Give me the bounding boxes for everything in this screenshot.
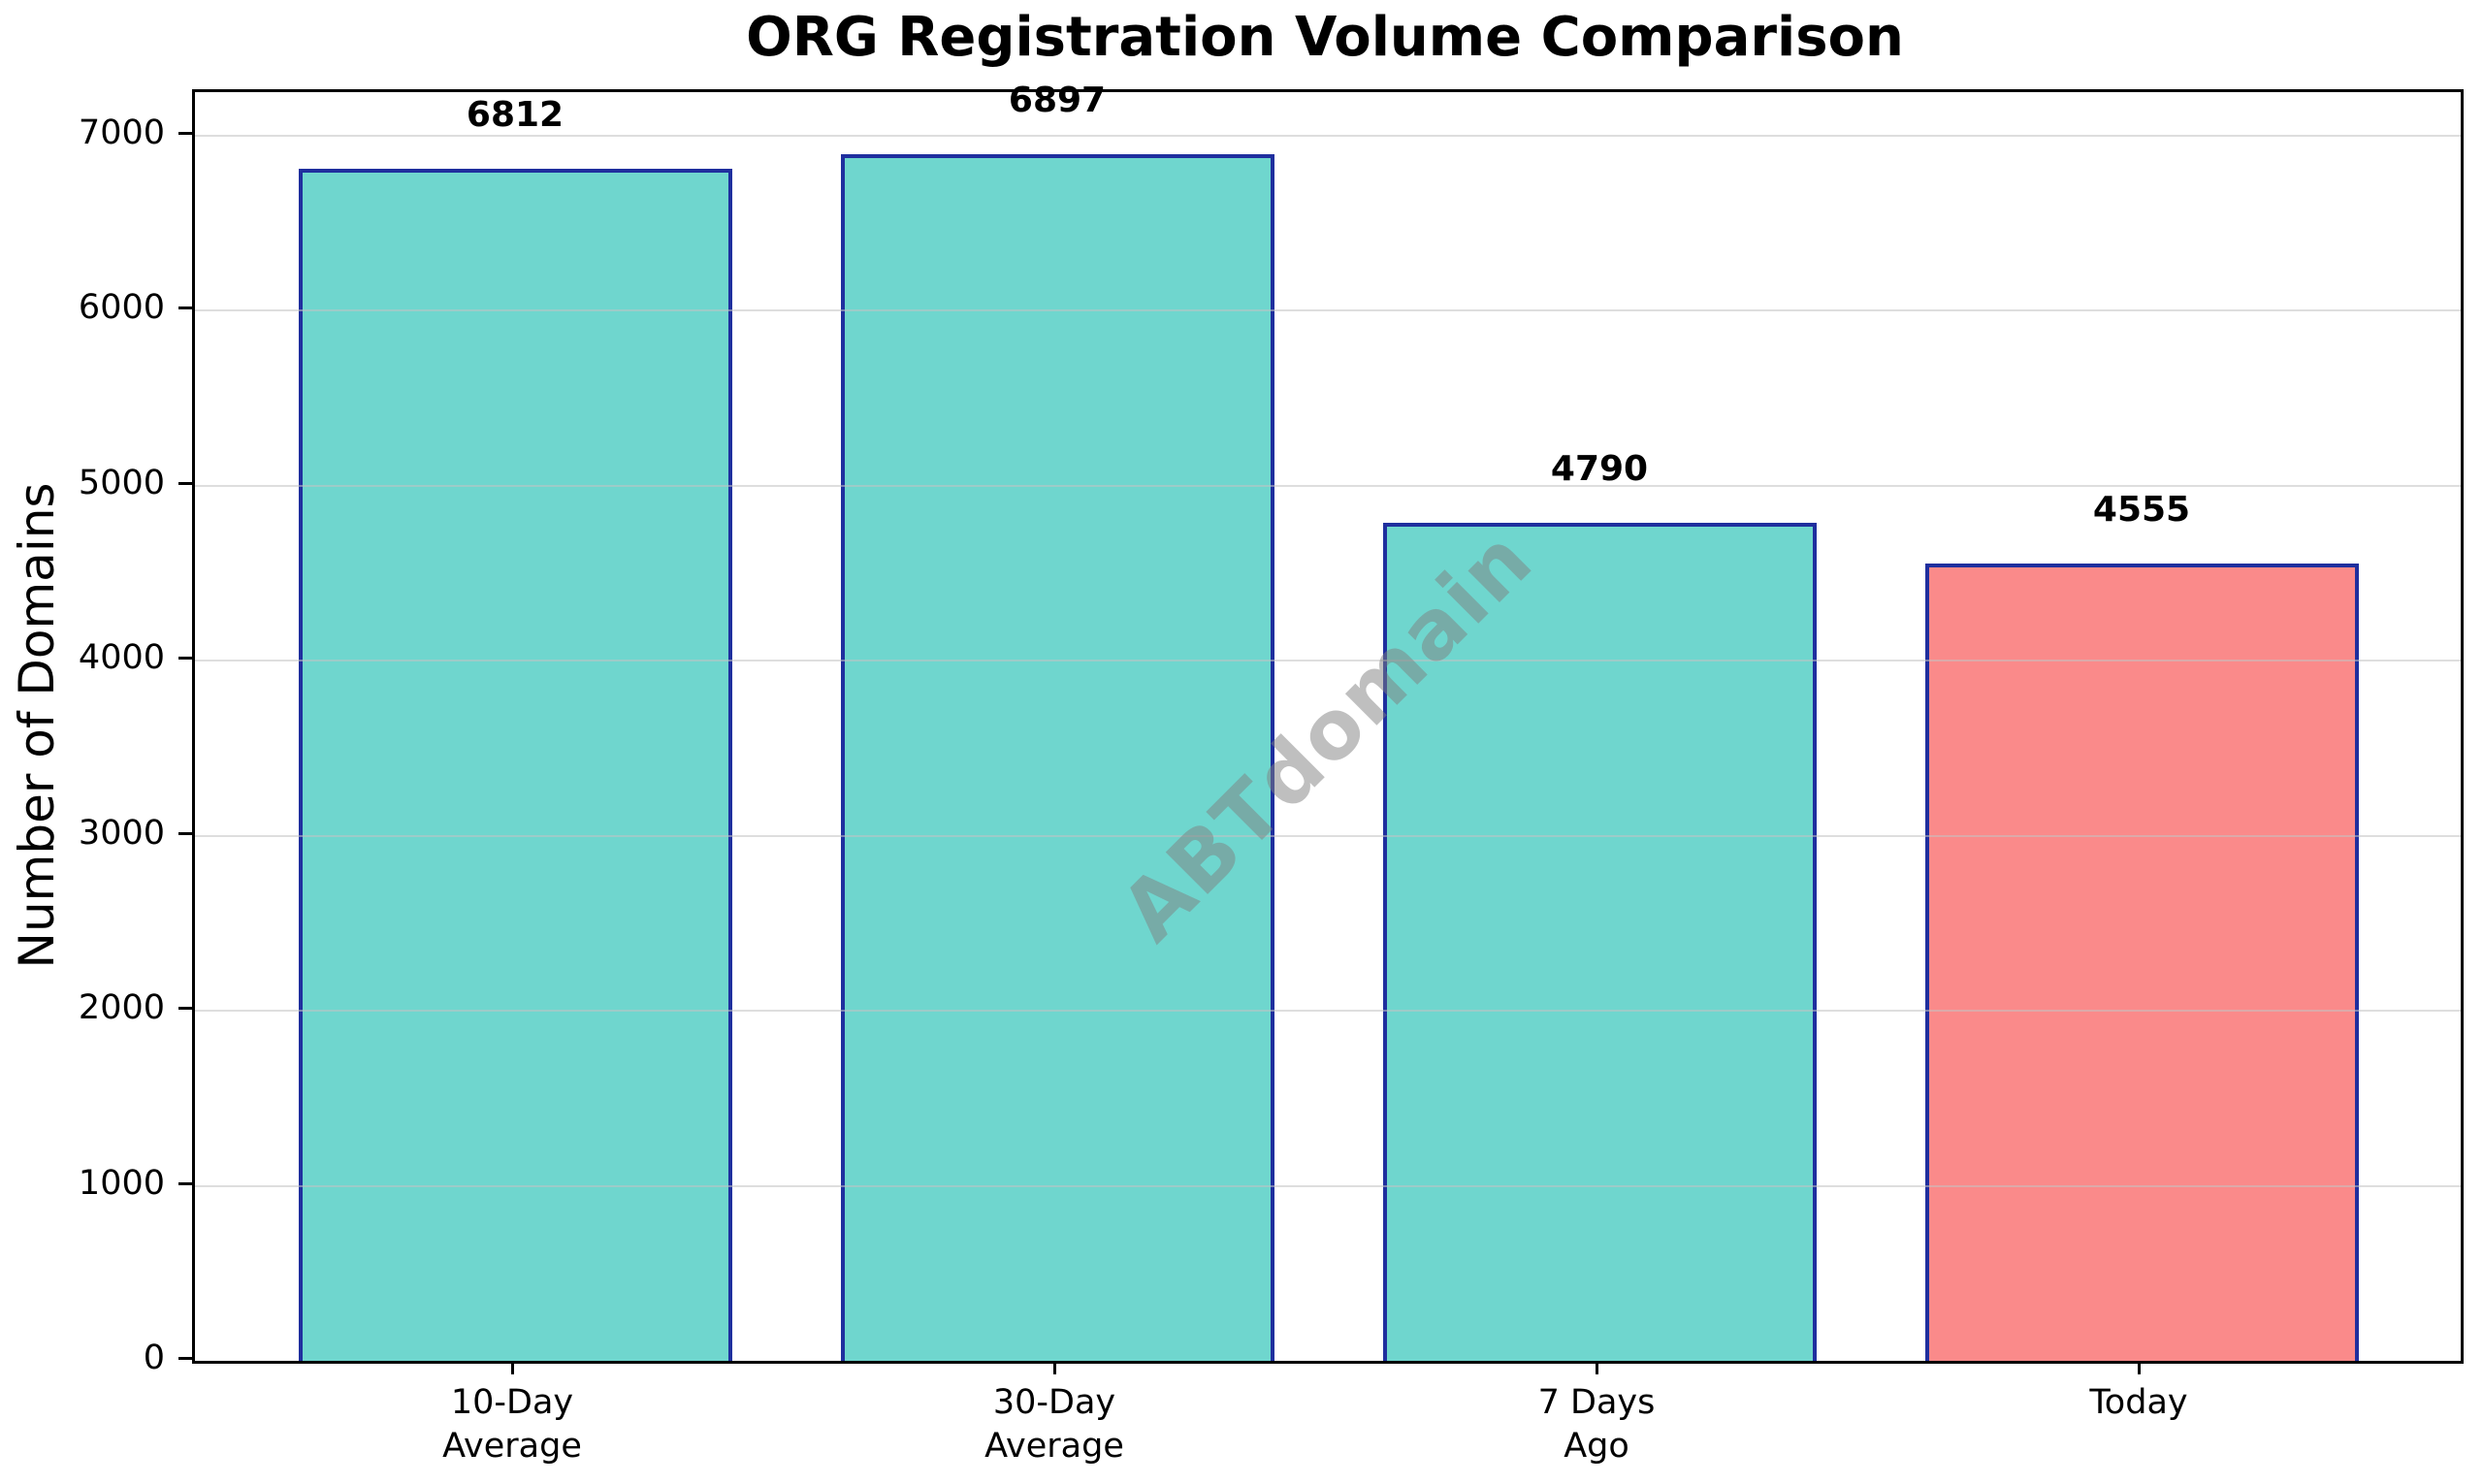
gridline-3000 <box>195 834 2461 837</box>
gridline-4000 <box>195 660 2461 662</box>
y-tick-mark-2000 <box>178 1007 192 1011</box>
x-tick-mark-30-day-average <box>1053 1361 1056 1374</box>
y-tick-mark-7000 <box>178 132 192 135</box>
y-axis-label: Number of Domains <box>9 482 65 969</box>
y-tick-mark-4000 <box>178 657 192 661</box>
x-tick-label-7-days-ago: 7 Days Ago <box>1422 1381 1771 1468</box>
y-tick-mark-0 <box>178 1357 192 1360</box>
bar-value-7-days-ago: 4790 <box>1550 448 1649 489</box>
bar-7-days-ago <box>1382 522 1817 1361</box>
x-tick-mark-7-days-ago <box>1596 1361 1598 1374</box>
bar-value-10-day-average: 6812 <box>466 94 564 135</box>
y-tick-label-6000: 6000 <box>78 288 165 328</box>
y-tick-label-4000: 4000 <box>78 638 165 678</box>
y-tick-label-2000: 2000 <box>78 988 165 1028</box>
x-tick-label-line: 30-Day <box>992 1383 1116 1422</box>
y-tick-label-3000: 3000 <box>78 813 165 853</box>
y-tick-mark-5000 <box>178 481 192 485</box>
x-tick-label-30-day-average: 30-Day Average <box>880 1381 1229 1468</box>
x-tick-label-10-day-average: 10-Day Average <box>338 1381 687 1468</box>
x-tick-mark-today <box>2138 1361 2141 1374</box>
y-tick-label-7000: 7000 <box>78 113 165 152</box>
y-tick-mark-3000 <box>178 831 192 835</box>
x-tick-mark-10-day-average <box>511 1361 514 1374</box>
plot-area: 6812 6897 4790 4555 ABTdomain <box>192 81 2464 1364</box>
gridline-1000 <box>195 1184 2461 1187</box>
bar-10-day-average <box>298 168 732 1361</box>
x-tick-label-line: Today <box>2089 1383 2188 1422</box>
y-tick-label-5000: 5000 <box>78 463 165 502</box>
x-tick-label-line: 7 Days <box>1537 1383 1656 1422</box>
bar-today <box>1924 564 2359 1361</box>
y-tick-mark-1000 <box>178 1181 192 1185</box>
y-tick-mark-6000 <box>178 306 192 310</box>
gridline-6000 <box>195 309 2461 312</box>
x-tick-label-line: Average <box>442 1427 582 1466</box>
gridline-2000 <box>195 1010 2461 1013</box>
x-tick-label-line: 10-Day <box>450 1383 574 1422</box>
bar-30-day-average <box>840 153 1274 1361</box>
chart-title: ORG Registration Volume Comparison <box>746 6 1904 69</box>
gridline-7000 <box>195 135 2461 137</box>
x-tick-label-today: Today <box>1964 1381 2313 1425</box>
gridline-5000 <box>195 484 2461 487</box>
y-tick-label-0: 0 <box>143 1339 165 1377</box>
x-tick-label-line: Ago <box>1564 1427 1629 1466</box>
x-tick-label-line: Average <box>984 1427 1124 1466</box>
bar-value-30-day-average: 6897 <box>1008 80 1107 120</box>
y-tick-label-1000: 1000 <box>78 1163 165 1203</box>
bar-value-today: 4555 <box>2092 490 2191 531</box>
